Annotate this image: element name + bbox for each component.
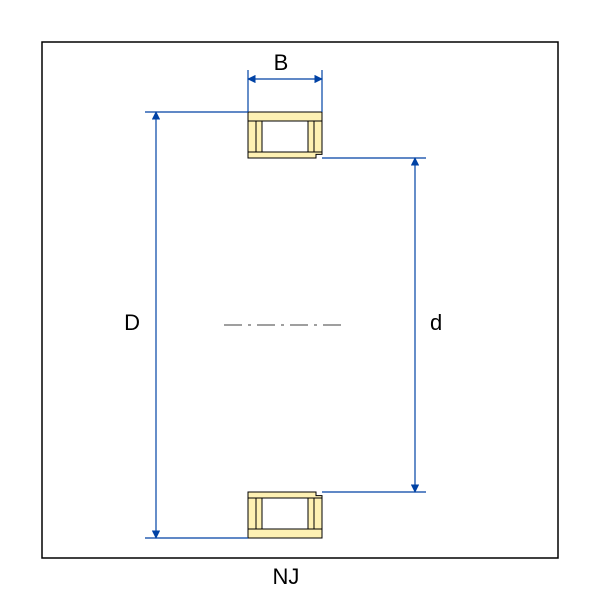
- diagram-title: NJ: [273, 564, 300, 589]
- top-bearing-section: [248, 112, 322, 158]
- roller-bottom: [262, 498, 308, 529]
- inner-ring-bottom: [248, 492, 322, 498]
- outer-ring-bottom: [248, 529, 322, 538]
- inner-ring-top: [248, 152, 322, 158]
- bearing-cross-section-diagram: B Dd NJ: [0, 0, 600, 600]
- dim-D-label: D: [124, 310, 140, 335]
- bottom-bearing-section: [248, 492, 322, 538]
- dim-d-label: d: [430, 310, 442, 335]
- dim-B-label: B: [274, 50, 289, 75]
- outer-ring-top: [248, 112, 322, 121]
- roller-top: [262, 121, 308, 152]
